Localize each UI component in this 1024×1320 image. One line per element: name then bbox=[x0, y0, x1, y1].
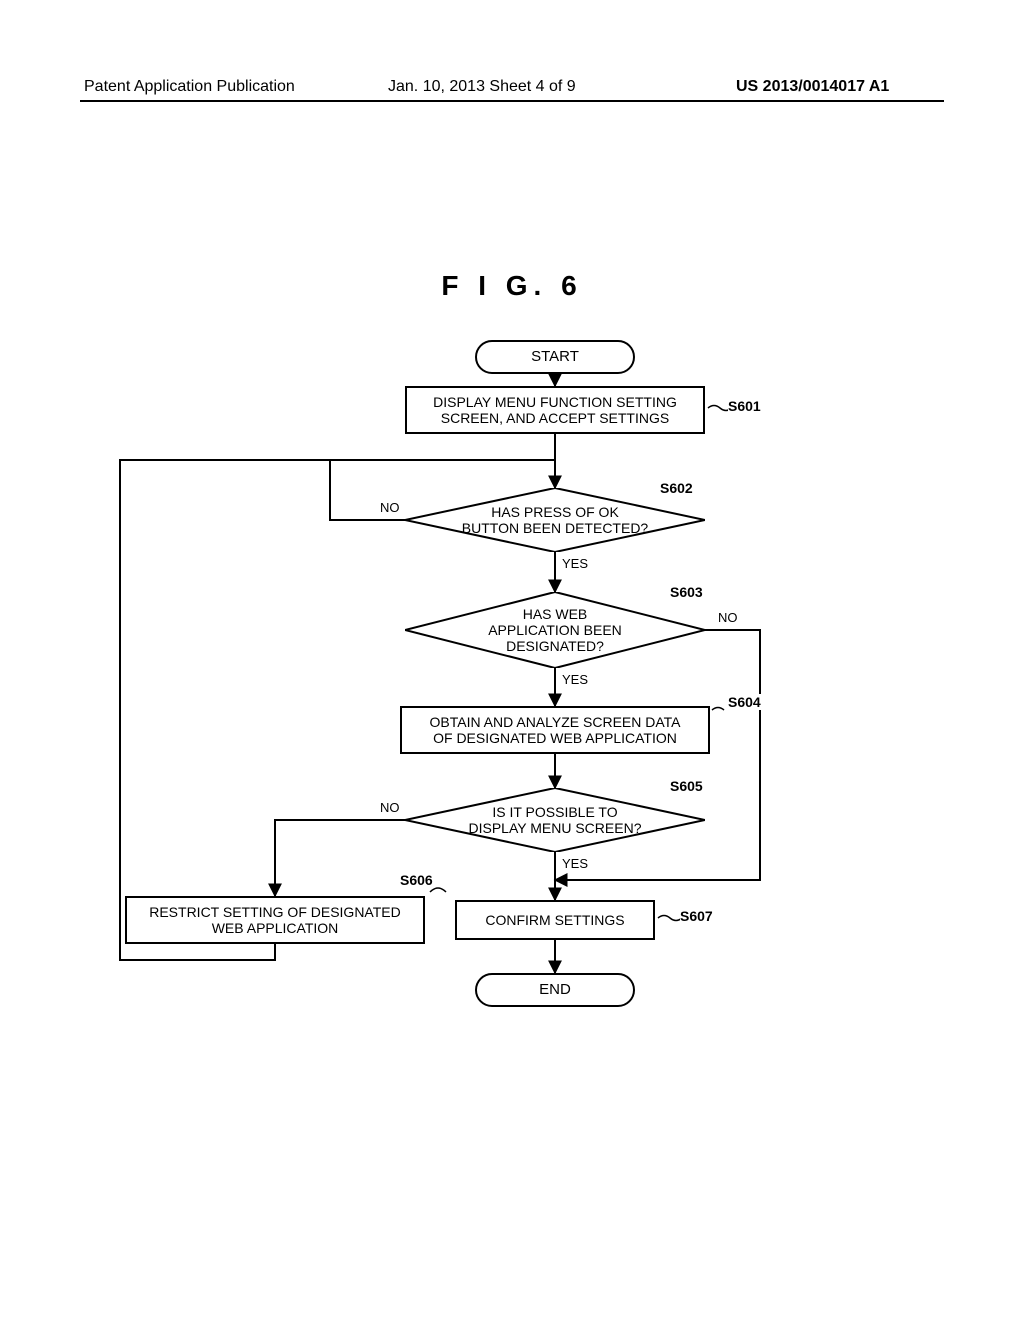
label-s603: S603 bbox=[670, 584, 703, 600]
label-s607: S607 bbox=[680, 908, 713, 924]
label-s604: S604 bbox=[728, 694, 761, 710]
node-s607: CONFIRM SETTINGS bbox=[455, 900, 655, 940]
s605-no: NO bbox=[380, 800, 400, 815]
label-s601: S601 bbox=[728, 398, 761, 414]
node-end: END bbox=[475, 973, 635, 1007]
label-s605: S605 bbox=[670, 778, 703, 794]
label-s606: S606 bbox=[400, 872, 433, 888]
node-end-text: END bbox=[539, 981, 571, 998]
node-s606: RESTRICT SETTING OF DESIGNATED WEB APPLI… bbox=[125, 896, 425, 944]
header-left: Patent Application Publication bbox=[84, 78, 295, 96]
node-s604: OBTAIN AND ANALYZE SCREEN DATA OF DESIGN… bbox=[400, 706, 710, 754]
s603-yes: YES bbox=[562, 672, 588, 687]
node-s603: HAS WEB APPLICATION BEEN DESIGNATED? bbox=[405, 592, 705, 668]
node-s601: DISPLAY MENU FUNCTION SETTING SCREEN, AN… bbox=[405, 386, 705, 434]
node-s604-text: OBTAIN AND ANALYZE SCREEN DATA OF DESIGN… bbox=[429, 714, 680, 746]
node-s605: IS IT POSSIBLE TO DISPLAY MENU SCREEN? bbox=[405, 788, 705, 852]
node-s602-text: HAS PRESS OF OK BUTTON BEEN DETECTED? bbox=[432, 504, 678, 536]
header-rule bbox=[80, 100, 944, 102]
header-right: US 2013/0014017 A1 bbox=[736, 78, 889, 96]
node-s606-text: RESTRICT SETTING OF DESIGNATED WEB APPLI… bbox=[149, 904, 401, 936]
node-s607-text: CONFIRM SETTINGS bbox=[485, 912, 624, 928]
header-center: Jan. 10, 2013 Sheet 4 of 9 bbox=[388, 78, 576, 96]
s605-yes: YES bbox=[562, 856, 588, 871]
page: Patent Application Publication Jan. 10, … bbox=[0, 0, 1024, 1320]
s602-no: NO bbox=[380, 500, 400, 515]
figure-title: F I G. 6 bbox=[0, 270, 1024, 302]
node-start: START bbox=[475, 340, 635, 374]
node-start-text: START bbox=[531, 348, 579, 365]
node-s605-text: IS IT POSSIBLE TO DISPLAY MENU SCREEN? bbox=[439, 804, 672, 836]
s602-yes: YES bbox=[562, 556, 588, 571]
s603-no: NO bbox=[718, 610, 738, 625]
node-s601-text: DISPLAY MENU FUNCTION SETTING SCREEN, AN… bbox=[433, 394, 677, 426]
node-s603-text: HAS WEB APPLICATION BEEN DESIGNATED? bbox=[458, 606, 652, 654]
label-s602: S602 bbox=[660, 480, 693, 496]
node-s602: HAS PRESS OF OK BUTTON BEEN DETECTED? bbox=[405, 488, 705, 552]
